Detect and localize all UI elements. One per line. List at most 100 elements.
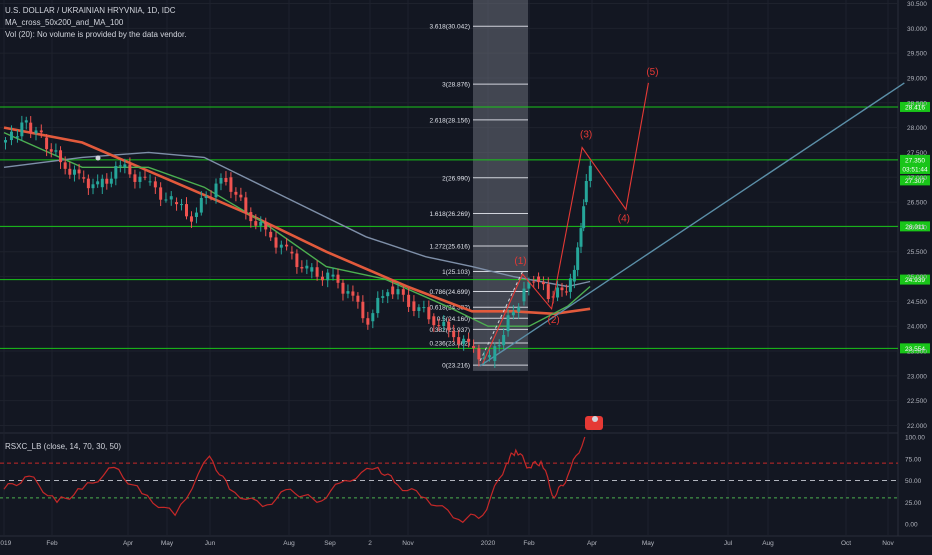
candle-body — [15, 136, 19, 138]
candle-body — [366, 318, 370, 325]
candle-body — [315, 267, 319, 277]
candle-body — [219, 178, 223, 184]
candle-body — [229, 177, 233, 192]
candle-body — [427, 307, 431, 320]
indicator-ma-label: MA_cross_50x200_and_MA_100 — [5, 18, 124, 27]
candle-body — [279, 244, 283, 248]
candle-body — [396, 289, 400, 295]
candle-body — [497, 345, 501, 347]
elliott-wave-label: (4) — [618, 214, 630, 225]
candle-body — [376, 297, 380, 314]
elliott-wave-label: (3) — [580, 129, 592, 140]
fib-level-label: 3.618(30.042) — [430, 24, 470, 31]
candle-body — [551, 296, 555, 298]
price-axis-tick: 22.000 — [907, 423, 927, 430]
candle-body — [442, 321, 446, 327]
price-axis-tick: 24.500 — [907, 299, 927, 306]
price-badge — [900, 163, 930, 174]
price-axis-tick: 28.000 — [907, 125, 927, 132]
candle-body — [295, 253, 299, 268]
fib-extension-box — [473, 0, 528, 371]
candle-body — [180, 204, 184, 206]
price-axis-tick: 27.000 — [907, 175, 927, 182]
candle-body — [72, 169, 76, 175]
elliott-wave-path — [482, 82, 649, 364]
candle-body — [582, 206, 586, 229]
candle-body — [239, 194, 243, 198]
candle-body — [86, 178, 90, 189]
candle-body — [532, 281, 536, 283]
candle-body — [45, 137, 49, 150]
candle-body — [290, 251, 294, 254]
candle-body — [391, 286, 395, 295]
candle-body — [68, 168, 72, 175]
price-level-badge-text: 26.011 — [905, 224, 925, 231]
price-badge — [900, 175, 930, 186]
candle-body — [49, 149, 53, 152]
candle-body — [511, 311, 515, 316]
candle-body — [20, 122, 24, 137]
fib-level-label: 1.618(26.269) — [430, 211, 470, 218]
trendline — [479, 82, 905, 367]
candle-body — [34, 130, 38, 134]
candle-body — [54, 150, 58, 152]
alert-icon-dot — [592, 416, 598, 422]
elliott-wave-label: (2) — [548, 315, 560, 326]
indicator-vol-label: Vol (20): No volume is provided by the d… — [5, 30, 187, 39]
candle-body — [128, 164, 132, 175]
time-axis-tick: Feb — [46, 540, 58, 547]
candle-body — [472, 346, 476, 349]
price-level-badge-text: 24.939 — [905, 277, 925, 284]
candle-body — [488, 355, 491, 358]
candle-body — [564, 291, 568, 293]
candle-body — [254, 221, 258, 226]
rsi-axis-tick: 25.00 — [905, 500, 922, 507]
alert-icon — [585, 416, 603, 430]
candle-body — [527, 281, 531, 289]
candle-body — [105, 178, 109, 184]
time-axis-tick: 2 — [368, 540, 372, 547]
candle-body — [224, 178, 228, 182]
price-level-badge-text: 28.416 — [905, 104, 925, 111]
candle-body — [576, 247, 580, 270]
candle-body — [432, 316, 436, 326]
price-level-badge — [900, 154, 930, 165]
price-axis-tick: 29.000 — [907, 75, 927, 82]
candle-body — [517, 307, 521, 312]
candle-body — [164, 199, 168, 201]
candle-body — [300, 267, 304, 269]
price-axis-tick: 25.500 — [907, 249, 927, 256]
elliott-wave-label: (1) — [514, 256, 526, 267]
candle-body — [351, 291, 355, 296]
time-axis-tick: Jul — [724, 540, 733, 547]
price-level-badge — [900, 343, 930, 354]
candle-body — [24, 120, 28, 123]
candle-body — [82, 177, 86, 179]
price-badge-text: 27.307 — [905, 178, 925, 185]
candle-body — [579, 228, 583, 247]
candle-body — [572, 269, 576, 282]
time-axis-tick: Feb — [523, 540, 535, 547]
candle-body — [189, 216, 193, 222]
time-axis-tick: Nov — [402, 540, 414, 547]
candle-body — [447, 321, 451, 331]
candle-body — [422, 307, 426, 309]
rsi-line — [3, 436, 586, 524]
candle-body — [467, 338, 471, 342]
candle-body — [305, 265, 309, 269]
price-level-badge-text: 23.554 — [905, 346, 925, 353]
candle-body — [264, 221, 268, 230]
candle-body — [482, 357, 486, 360]
time-axis-tick: Apr — [123, 540, 134, 547]
price-axis-tick: 24.000 — [907, 324, 927, 331]
time-axis-tick: Oct — [841, 540, 851, 547]
price-level-badge — [900, 221, 930, 232]
candle-body — [401, 289, 405, 295]
candle-body — [584, 180, 588, 203]
candle-body — [371, 313, 375, 322]
ma-cross-marker — [95, 155, 101, 161]
candle-body — [336, 274, 340, 283]
candle-body — [331, 274, 335, 277]
